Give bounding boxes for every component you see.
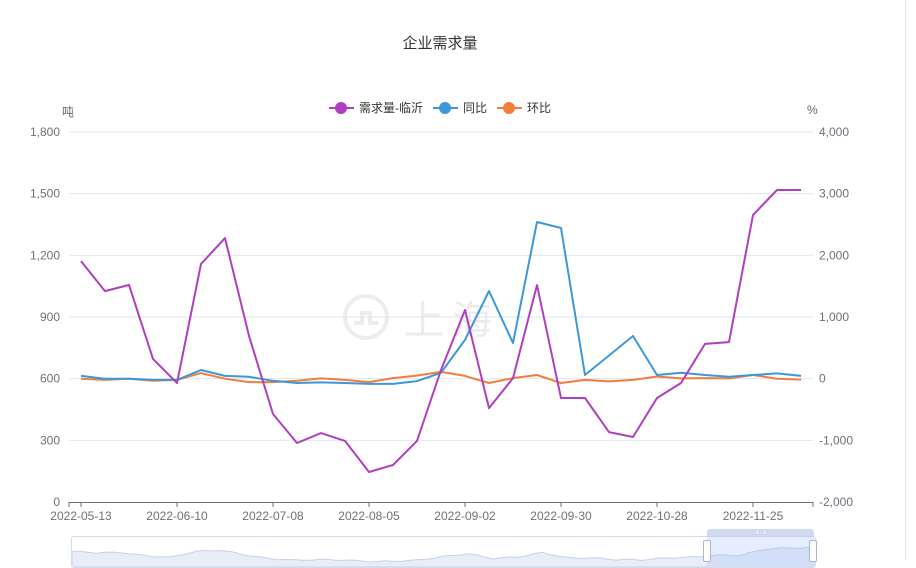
left-axis-unit: 吨	[62, 105, 75, 119]
x-tick-label: 2022-05-13	[50, 509, 112, 523]
left-tick-label: 300	[40, 433, 60, 447]
data-zoom-window[interactable]	[707, 536, 814, 566]
watermark-text: 上海	[404, 299, 500, 343]
x-tick-label: 2022-07-08	[242, 509, 304, 523]
legend-marker-icon	[329, 101, 354, 115]
legend-item-yoy[interactable]: 同比	[433, 99, 487, 116]
data-zoom-move-bar[interactable]	[707, 529, 814, 536]
legend-label: 环比	[527, 101, 552, 115]
left-tick-label: 1,200	[30, 248, 60, 262]
right-axis-unit: %	[807, 103, 818, 117]
panel-border	[905, 0, 906, 560]
series-line[interactable]	[80, 189, 801, 473]
right-tick-label: -2,000	[819, 495, 853, 509]
right-axis: 4,000 3,000 2,000 1,000 0 -1,000 -2,000	[819, 125, 853, 509]
x-tick-label: 2022-09-30	[530, 509, 592, 523]
right-tick-label: 1,000	[819, 310, 849, 324]
series-line[interactable]	[80, 221, 802, 385]
grid-lines	[69, 131, 813, 441]
series-lines	[80, 189, 802, 473]
right-tick-label: 3,000	[819, 187, 849, 201]
legend-label: 需求量-临沂	[359, 101, 423, 115]
left-tick-label: 900	[40, 310, 60, 324]
data-zoom-start-handle[interactable]	[703, 540, 711, 562]
left-tick-label: 0	[53, 495, 60, 509]
legend-item-mom[interactable]: 环比	[497, 99, 551, 116]
legend: 需求量-临沂 同比 环比	[329, 99, 561, 116]
right-tick-label: 0	[819, 372, 826, 386]
left-tick-label: 600	[40, 372, 60, 386]
right-tick-label: -1,000	[819, 433, 853, 447]
x-tick-label: 2022-06-10	[146, 509, 208, 523]
x-axis: 2022-05-13 2022-06-10 2022-07-08 2022-08-05…	[50, 502, 814, 523]
left-tick-label: 1,500	[30, 187, 60, 201]
x-tick-label: 2022-09-02	[434, 509, 496, 523]
x-tick-label: 2022-10-28	[626, 509, 688, 523]
drag-grip-icon	[757, 531, 765, 534]
legend-item-demand[interactable]: 需求量-临沂	[329, 99, 423, 116]
left-axis: 1,800 1,500 1,200 900 600 300 0	[30, 125, 60, 509]
right-tick-label: 4,000	[819, 125, 849, 139]
data-zoom-end-handle[interactable]	[809, 540, 817, 562]
x-tick-label: 2022-08-05	[338, 509, 400, 523]
chart-title: 企业需求量	[402, 35, 478, 52]
right-tick-label: 2,000	[819, 248, 849, 262]
left-tick-label: 1,800	[30, 125, 60, 139]
legend-marker-icon	[497, 101, 523, 115]
legend-label: 同比	[463, 101, 488, 115]
legend-marker-icon	[433, 101, 458, 115]
x-tick-label: 2022-11-25	[723, 509, 784, 523]
watermark: 上海	[342, 288, 500, 346]
